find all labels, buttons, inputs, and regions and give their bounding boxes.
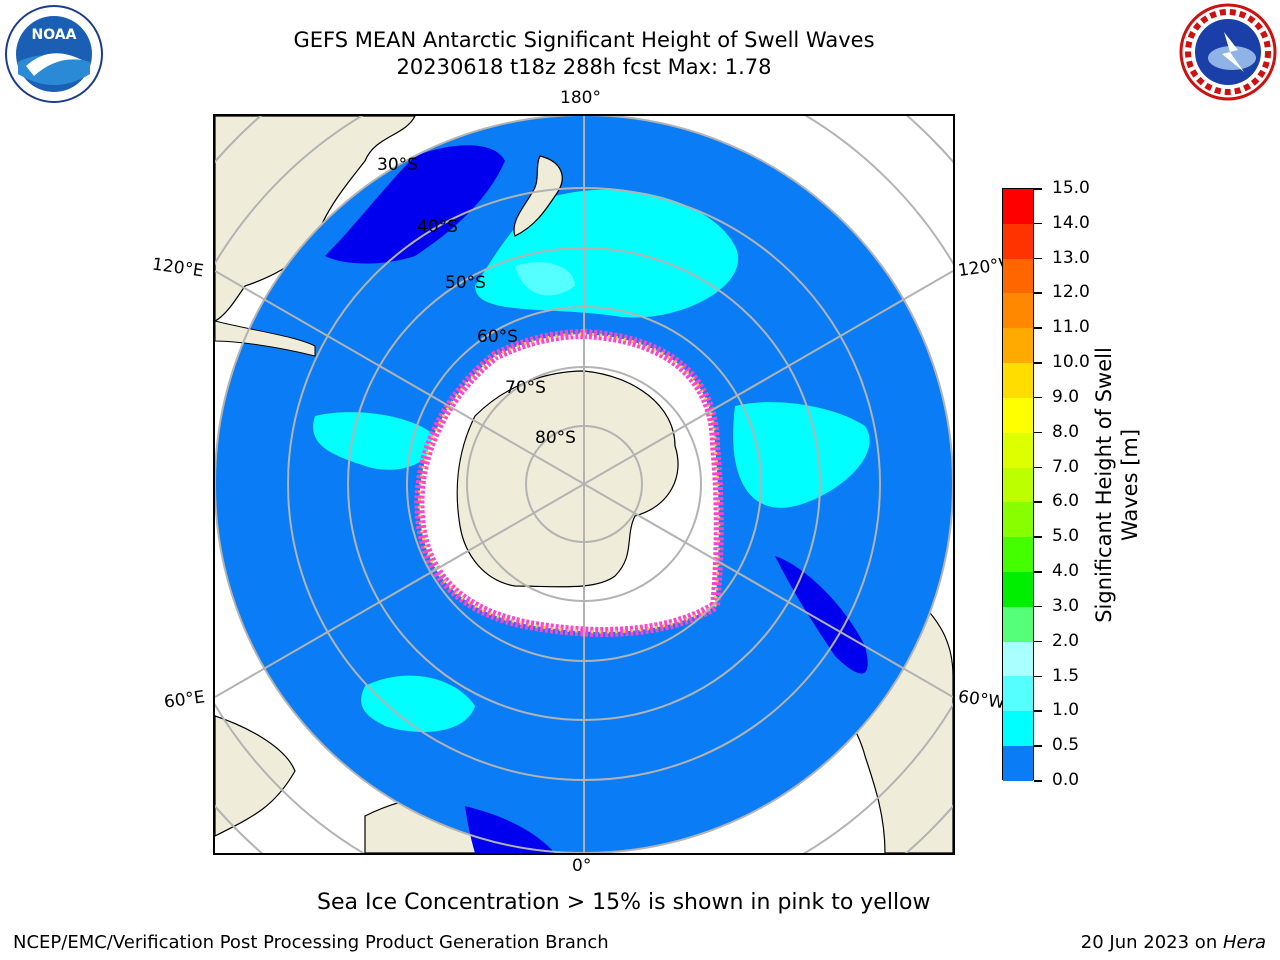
colorbar-segment (1003, 258, 1033, 294)
lon-label-lower-left: 60°E (162, 687, 207, 713)
colorbar-tick (1034, 396, 1042, 399)
colorbar-tick-label: 0.5 (1052, 735, 1080, 756)
sea-ice-edge (417, 332, 721, 634)
swell-2m-patch (515, 262, 575, 296)
colorbar-segment (1003, 189, 1033, 224)
colorbar-segment (1003, 432, 1033, 468)
swell-indian (313, 412, 435, 470)
lat-label-60: 60°S (477, 327, 518, 347)
colorbar-tick-label: 1.0 (1052, 700, 1080, 721)
colorbar-segment (1003, 328, 1033, 364)
colorbar-segment (1003, 537, 1033, 572)
lon-label-upper-right: 120°W (956, 254, 1006, 282)
colorbar-tick-label: 4.0 (1052, 561, 1080, 582)
colorbar-tick (1034, 466, 1042, 469)
colorbar-tick-label: 3.0 (1052, 595, 1080, 616)
low-swell-tasman (325, 145, 505, 264)
swell-east-pacific (733, 402, 870, 508)
colorbar-tick (1034, 501, 1042, 503)
colorbar-segment (1003, 641, 1033, 677)
colorbar-segment (1003, 293, 1033, 329)
colorbar-segment (1003, 397, 1033, 433)
colorbar-tick-label: 10.0 (1052, 352, 1090, 373)
longitude-grid (215, 116, 953, 853)
swell-south-atlantic (361, 675, 475, 732)
colorbar-tick (1034, 362, 1042, 364)
antarctica-land (456, 370, 679, 588)
lat-label-70: 70°S (505, 378, 546, 398)
colorbar-tick (1034, 536, 1042, 538)
lat-label-30: 30°S (377, 155, 418, 175)
lat-label-50: 50°S (445, 273, 486, 293)
sea-ice-note: Sea Ice Concentration > 15% is shown in … (317, 890, 931, 915)
colorbar-tick (1034, 257, 1042, 260)
colorbar-tick (1034, 327, 1042, 329)
colorbar-segment (1003, 606, 1033, 642)
colorbar-tick (1034, 605, 1042, 608)
lon-label-upper-left: 120°E (150, 254, 205, 282)
colorbar-tick-label: 11.0 (1052, 317, 1090, 338)
colorbar-tick (1034, 431, 1042, 434)
lon-label-bottom: 0° (572, 856, 592, 876)
colorbar-tick (1034, 745, 1042, 747)
colorbar-tick-label: 9.0 (1052, 386, 1080, 407)
lat-label-40: 40°S (417, 217, 458, 237)
lon-label-lower-right: 60°W (956, 686, 1006, 714)
colorbar (1002, 188, 1034, 781)
colorbar-segment (1003, 223, 1033, 259)
chart-title: GEFS MEAN Antarctic Significant Height o… (293, 28, 875, 52)
svg-text:NOAA: NOAA (32, 27, 77, 43)
colorbar-tick-label: 5.0 (1052, 526, 1080, 547)
colorbar-segment (1003, 502, 1033, 538)
colorbar-tick-label: 14.0 (1052, 212, 1090, 233)
chart-subtitle: 20230618 t18z 288h fcst Max: 1.78 (396, 55, 772, 79)
colorbar-segment (1003, 676, 1033, 712)
colorbar-tick-label: 0.0 (1052, 770, 1080, 790)
map-canvas: 30°S 40°S 50°S 60°S 70°S 80°S (215, 116, 953, 853)
lon-label-top: 180° (560, 88, 601, 108)
low-swell-agulhas (465, 806, 555, 853)
polar-map: 30°S 40°S 50°S 60°S 70°S 80°S (213, 114, 955, 855)
colorbar-tick-label: 15.0 (1052, 178, 1090, 198)
colorbar-tick (1034, 710, 1042, 712)
colorbar-segment (1003, 571, 1033, 607)
africa-land-1 (215, 715, 296, 837)
colorbar-segment (1003, 467, 1033, 503)
colorbar-tick-label: 7.0 (1052, 456, 1080, 477)
footer-date: 20 Jun 2023 on Hera (1080, 932, 1266, 953)
noaa-logo: NOAA (5, 5, 103, 103)
colorbar-tick-label: 12.0 (1052, 282, 1090, 303)
lat-label-80: 80°S (535, 428, 576, 448)
colorbar-tick (1034, 640, 1042, 643)
colorbar-tick (1034, 675, 1042, 678)
nws-logo (1179, 3, 1277, 101)
colorbar-tick (1034, 188, 1042, 190)
australia-south-coast (215, 320, 316, 357)
colorbar-tick (1034, 571, 1042, 573)
colorbar-tick-label: 2.0 (1052, 630, 1080, 651)
colorbar-segment (1003, 363, 1033, 398)
colorbar-segment (1003, 711, 1033, 746)
colorbar-tick-label: 1.5 (1052, 665, 1080, 686)
new-zealand-land (513, 155, 563, 237)
colorbar-tick-label: 13.0 (1052, 247, 1090, 268)
colorbar-tick (1034, 780, 1042, 782)
colorbar-tick (1034, 222, 1042, 225)
footer-producer: NCEP/EMC/Verification Post Processing Pr… (13, 932, 609, 953)
colorbar-tick-label: 6.0 (1052, 491, 1080, 512)
colorbar-segment (1003, 746, 1033, 781)
colorbar-label: Significant Height of Swell Waves [m] (1092, 347, 1142, 623)
colorbar-tick (1034, 292, 1042, 294)
colorbar-tick-label: 8.0 (1052, 421, 1080, 442)
